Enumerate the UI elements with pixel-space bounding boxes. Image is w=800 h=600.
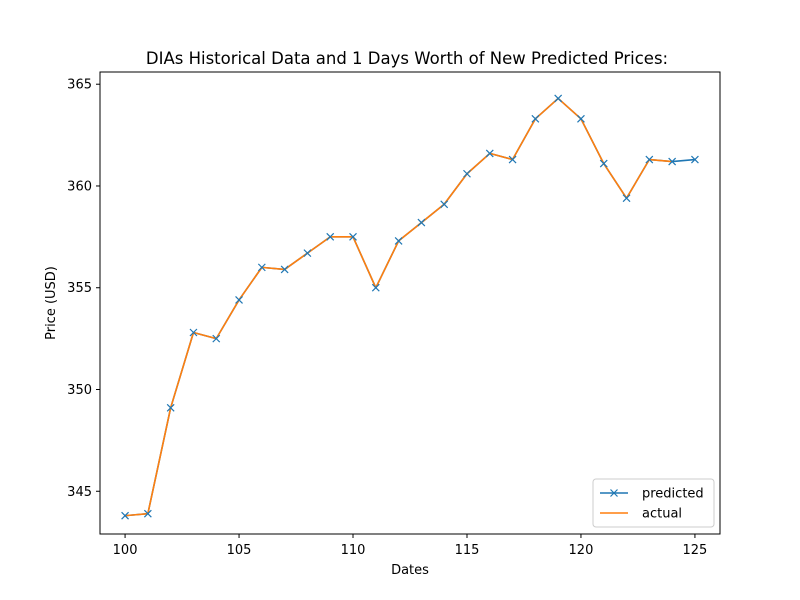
marker-stroke — [599, 159, 608, 168]
marker-stroke — [622, 194, 631, 203]
data-point-predicted — [280, 265, 289, 274]
series-layer — [121, 94, 699, 520]
data-point-predicted — [622, 194, 631, 203]
marker-stroke — [417, 218, 426, 227]
legend-box — [592, 478, 715, 528]
x-tick-label: 100 — [113, 543, 138, 558]
marker-stroke — [554, 94, 563, 103]
data-point-predicted — [645, 155, 654, 164]
data-point-predicted — [463, 169, 471, 178]
y-tick-label: 355 — [67, 281, 92, 296]
x-axis-ticks: 100 105 110 115 120 125 — [113, 534, 708, 558]
marker-stroke — [166, 403, 175, 412]
data-point-predicted — [121, 511, 129, 520]
marker-stroke — [121, 511, 129, 520]
marker-stroke — [645, 155, 654, 164]
marker-stroke — [143, 509, 152, 518]
data-point-predicted — [440, 200, 449, 209]
data-point-predicted — [554, 94, 563, 103]
data-point-predicted — [303, 249, 312, 258]
data-point-predicted — [257, 263, 266, 272]
data-point-predicted — [599, 159, 608, 168]
legend-entries: predicted actual — [600, 487, 704, 522]
marker-stroke — [463, 169, 471, 178]
marker-stroke — [235, 296, 243, 304]
marker-stroke — [280, 265, 289, 274]
legend: predicted actual — [592, 478, 715, 528]
plot-frame — [99, 71, 721, 535]
data-point-predicted — [143, 509, 152, 518]
data-point-predicted — [485, 149, 494, 158]
data-point-predicted — [166, 403, 175, 412]
marker-stroke — [257, 263, 266, 272]
marker-stroke — [394, 237, 403, 245]
data-point-predicted — [508, 155, 517, 164]
x-tick-label: 115 — [455, 543, 480, 558]
data-point-predicted — [668, 157, 677, 166]
x-tick-label: 120 — [569, 543, 594, 558]
y-tick-label: 360 — [67, 179, 92, 194]
legend-label-actual: actual — [642, 507, 682, 522]
data-point-predicted — [189, 328, 198, 337]
marker-stroke — [349, 232, 357, 241]
marker-stroke — [212, 334, 221, 343]
data-point-predicted — [349, 232, 357, 241]
y-tick-label: 350 — [67, 383, 92, 398]
marker-stroke — [691, 155, 699, 164]
marker-stroke — [440, 200, 449, 209]
data-point-predicted — [531, 114, 540, 123]
data-point-predicted — [212, 334, 221, 343]
chart-title: DIAs Historical Data and 1 Days Worth of… — [146, 49, 668, 68]
y-tick-label: 365 — [67, 78, 92, 93]
y-axis-label: Price (USD) — [44, 266, 59, 340]
legend-label-predicted: predicted — [642, 487, 704, 502]
x-tick-label: 125 — [683, 543, 708, 558]
y-tick-label: 345 — [67, 485, 92, 500]
data-point-predicted — [691, 155, 699, 164]
data-point-predicted — [326, 232, 335, 241]
marker-stroke — [485, 149, 494, 158]
y-axis-ticks: 345 350 355 360 365 — [67, 78, 100, 500]
plot-background — [100, 72, 720, 534]
marker-stroke — [189, 328, 198, 337]
data-point-predicted — [371, 283, 380, 292]
marker-stroke — [326, 232, 335, 241]
data-point-predicted — [417, 218, 426, 227]
plot-area — [100, 72, 720, 534]
x-tick-label: 110 — [341, 543, 366, 558]
legend-marker — [610, 489, 618, 497]
marker-stroke — [577, 114, 585, 123]
marker-stroke — [303, 249, 312, 258]
marker-stroke — [371, 283, 380, 292]
data-point-predicted — [577, 114, 585, 123]
marker-stroke — [508, 155, 517, 164]
data-point-predicted — [394, 237, 403, 245]
x-tick-label: 105 — [227, 543, 252, 558]
marker-stroke — [668, 157, 677, 166]
data-point-predicted — [235, 296, 243, 304]
marker-stroke — [531, 114, 540, 123]
x-axis-label: Dates — [391, 563, 429, 578]
